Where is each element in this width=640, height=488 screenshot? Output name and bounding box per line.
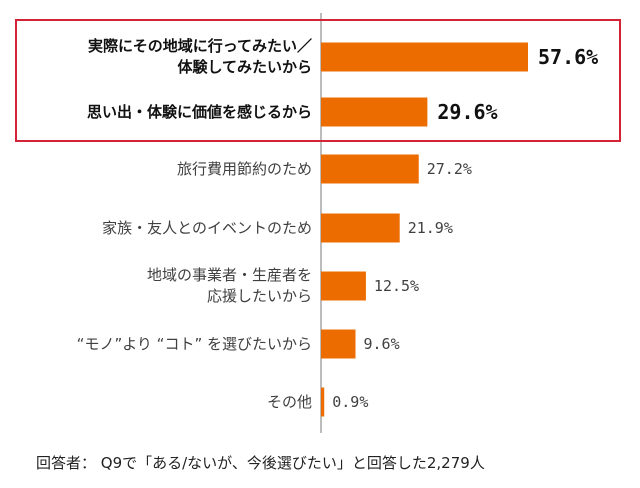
value-label-3: 21.9% <box>407 219 453 237</box>
category-label-0: 実際にその地域に行ってみたい／ 体験してみたいから <box>88 37 312 76</box>
bar-0 <box>321 42 528 72</box>
value-label-6: 0.9% <box>332 393 369 411</box>
bar-6 <box>321 387 325 417</box>
bar-4 <box>321 271 366 301</box>
value-label-2: 27.2% <box>426 160 472 178</box>
category-label-5: “モノ”より “コト” を選びたいから <box>76 334 312 353</box>
bar-3 <box>321 213 400 243</box>
value-label-5: 9.6% <box>363 335 400 353</box>
bar-5 <box>321 329 356 359</box>
value-label-0: 57.6% <box>538 45 599 69</box>
category-label-6: その他 <box>266 392 312 411</box>
category-label-4: 地域の事業者・生産者を 応援したいから <box>146 266 312 305</box>
bar-2 <box>321 154 419 184</box>
value-label-4: 12.5% <box>373 277 420 295</box>
highlight-box <box>15 19 621 142</box>
category-label-1: 思い出・体験に価値を感じるから <box>86 102 312 121</box>
category-label-3: 家族・友人とのイベントのため <box>102 218 312 237</box>
value-label-1: 29.6% <box>437 100 498 124</box>
bar-1 <box>321 97 428 127</box>
category-label-2: 旅行費用節約のため <box>176 159 312 178</box>
footnote: 回答者： Q9で「ある/ないが、今後選びたい」と回答した2,279人 <box>36 454 485 472</box>
